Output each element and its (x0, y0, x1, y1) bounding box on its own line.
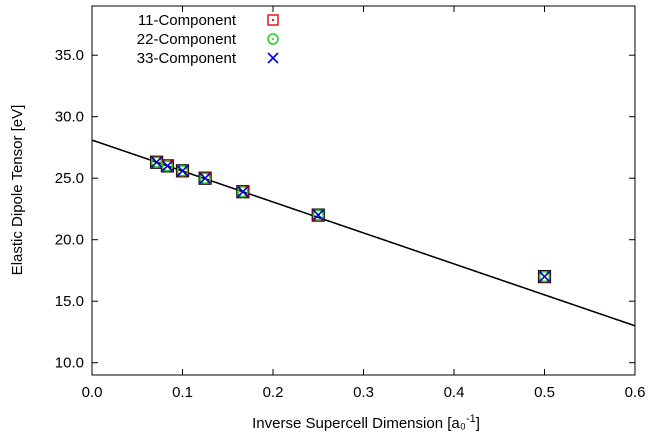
point-outline (175, 164, 190, 178)
data-point-circle (237, 185, 249, 198)
x-tick-label: 0.2 (263, 384, 284, 401)
x-tick-label: 0.1 (172, 384, 193, 401)
data-point-x-stroke (538, 271, 551, 283)
data-point-circle (312, 209, 324, 221)
data-point-x-stroke (161, 160, 173, 172)
legend-marker-square (267, 14, 279, 26)
data-point-x-stroke (176, 165, 189, 177)
x-tick-label: 0.3 (353, 384, 374, 401)
point-outline (236, 185, 250, 199)
legend-label: 11-Component (138, 12, 237, 29)
y-axis-label: Elastic Dipole Tensor [eV] (9, 105, 26, 276)
point-outline (198, 171, 212, 185)
x-tick-label: 0.5 (534, 384, 555, 401)
legend-marker-square-dot (272, 19, 274, 21)
x-tick-label: 0.4 (444, 384, 465, 401)
y-tick-label: 25.0 (55, 170, 84, 187)
x-axis-label-superscript: -1 (466, 413, 476, 425)
y-tick-label: 10.0 (55, 355, 84, 372)
data-point-x (237, 186, 249, 198)
data-point-circle (161, 160, 174, 172)
point-outline (311, 208, 325, 222)
point-outline (537, 270, 552, 284)
legend-marker-x (267, 52, 279, 64)
x-axis-label-main: Inverse Supercell Dimension [a₀ (252, 415, 466, 432)
data-point-x (176, 165, 189, 177)
data-points (150, 155, 552, 284)
legend-label: 33-Component (137, 50, 237, 67)
data-point-x (161, 160, 173, 172)
y-tick-label: 35.0 (55, 47, 84, 64)
x-tick-label: 0.6 (625, 384, 646, 401)
y-tick-label: 20.0 (55, 232, 84, 249)
data-point-x-stroke (312, 209, 324, 221)
legend-marker-circle-dot (272, 38, 274, 40)
data-point-x (151, 156, 163, 168)
y-tick-label: 30.0 (55, 109, 84, 126)
legend-marker-circle (267, 33, 279, 45)
data-point-x (312, 209, 324, 221)
x-axis-label-end: ] (476, 415, 480, 432)
data-point-x-stroke (151, 156, 163, 168)
data-point-x (538, 271, 551, 283)
legend-label: 22-Component (137, 31, 237, 48)
data-point-circle (150, 156, 163, 168)
data-point-circle (538, 270, 551, 283)
legend-marker-x-stroke (267, 52, 279, 64)
legend: 11-Component 22-Component 33-Component (137, 12, 279, 67)
x-tick-label: 0.0 (82, 384, 103, 401)
data-point-circle (199, 172, 211, 184)
data-point-x-stroke (237, 186, 249, 198)
y-tick-label: 15.0 (55, 293, 84, 310)
data-point-circle (176, 165, 189, 177)
x-axis-label: Inverse Supercell Dimension [a₀-1] (252, 413, 480, 432)
axis-ticks: 0.0 0.1 0.2 0.3 0.4 0.5 0.6 10.0 15.0 20.0 25.0 30.… (55, 6, 646, 401)
data-point-x-stroke (199, 172, 211, 184)
data-point-x (199, 172, 211, 184)
